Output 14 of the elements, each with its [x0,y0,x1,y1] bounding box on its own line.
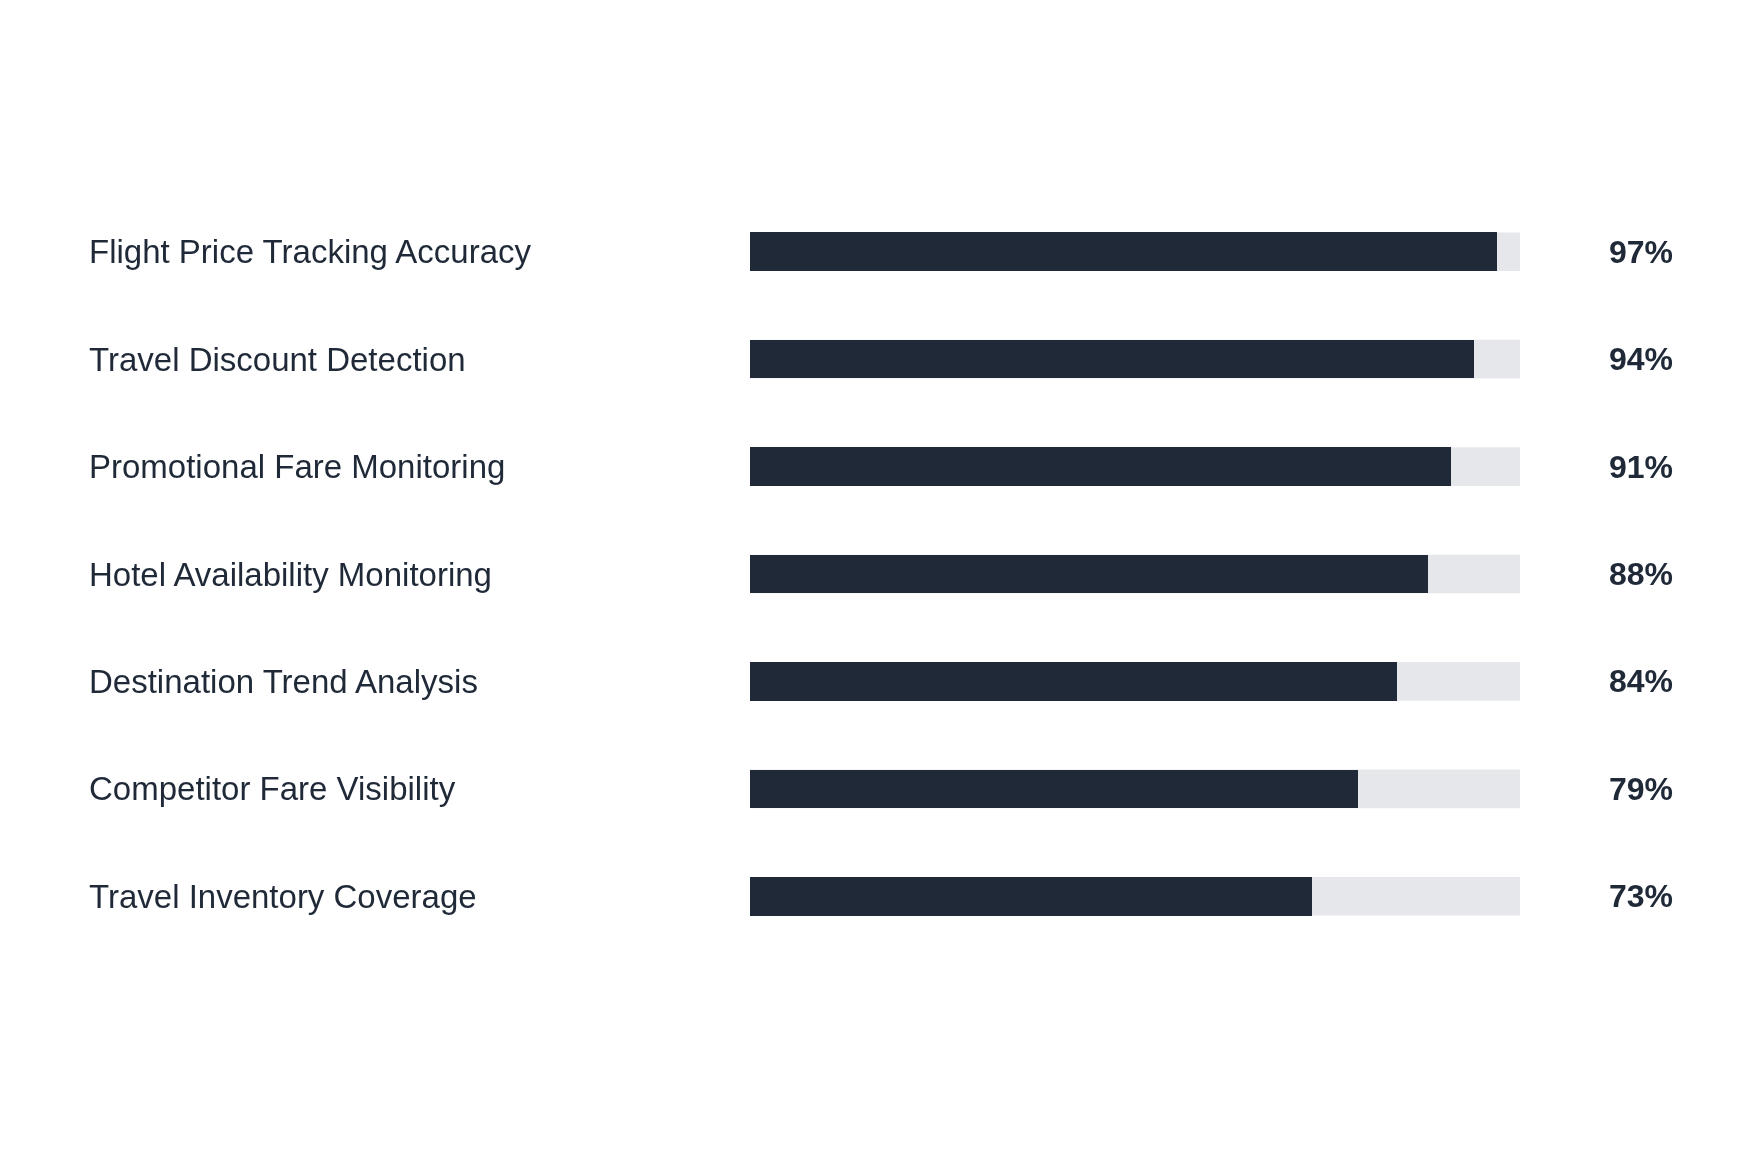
data-label: 91% [1609,449,1674,485]
y-tick-label: Promotional Fare Monitoring [89,448,506,485]
data-label: 97% [1609,234,1674,270]
y-tick-label: Flight Price Tracking Accuracy [89,233,532,270]
data-label: 94% [1609,341,1674,377]
y-tick-label: Hotel Availability Monitoring [89,556,492,593]
y-tick-label: Travel Inventory Coverage [89,878,477,915]
data-label: 88% [1609,556,1674,592]
data-label: 84% [1609,663,1674,699]
data-label: 73% [1609,878,1674,914]
data-label: 79% [1609,771,1674,807]
y-tick-label: Competitor Fare Visibility [89,770,456,807]
y-tick-label: Destination Trend Analysis [89,663,478,700]
y-tick-label: Travel Discount Detection [89,341,466,378]
